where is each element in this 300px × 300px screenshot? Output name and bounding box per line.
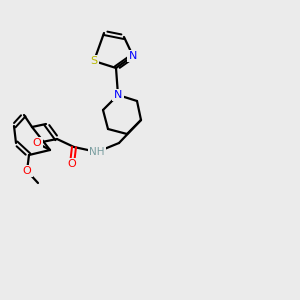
Text: H: H: [93, 147, 101, 157]
Text: NH: NH: [89, 147, 105, 157]
Text: N: N: [114, 90, 122, 100]
Text: O: O: [33, 138, 41, 148]
Text: S: S: [90, 56, 98, 66]
Text: N: N: [129, 51, 137, 61]
Text: O: O: [22, 166, 32, 176]
Text: O: O: [68, 159, 76, 169]
